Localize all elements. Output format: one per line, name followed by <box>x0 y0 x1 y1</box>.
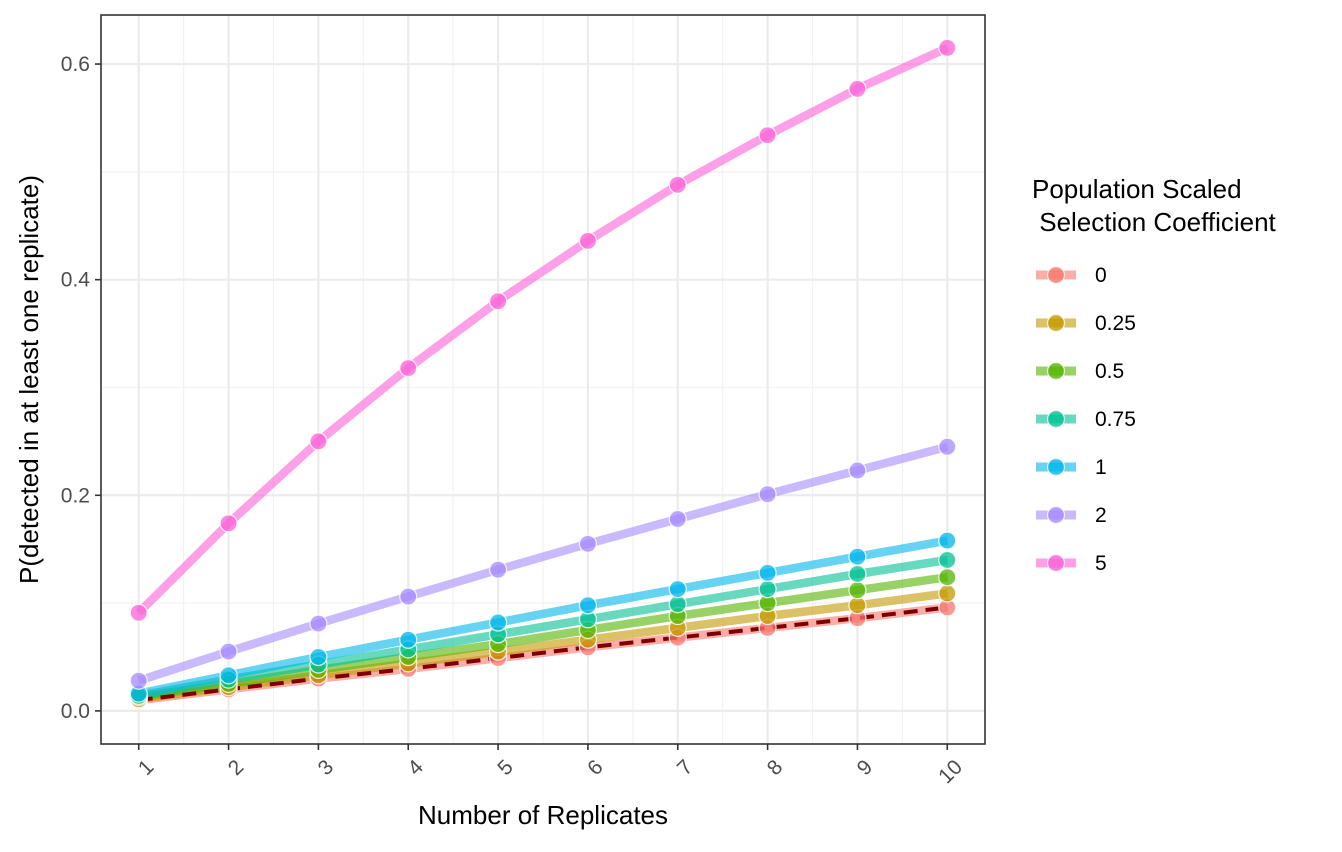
legend-label-1: 1 <box>1095 456 1107 479</box>
x-tick-label: 8 <box>763 755 788 780</box>
data-point-2 <box>219 642 238 661</box>
data-point-2 <box>758 485 777 504</box>
series-points <box>129 38 957 710</box>
legend-label-0.75: 0.75 <box>1095 408 1136 431</box>
data-point-1 <box>309 647 328 667</box>
x-tick-label: 3 <box>314 755 339 780</box>
data-point-2 <box>399 587 418 606</box>
data-point-5 <box>578 231 598 251</box>
data-point-5 <box>309 432 328 451</box>
legend-key-point-0.5 <box>1046 361 1066 381</box>
data-point-0.5 <box>848 581 867 600</box>
x-tick-label: 7 <box>673 755 698 780</box>
data-point-5 <box>758 126 777 145</box>
data-point-0.25 <box>938 584 957 603</box>
panel-border <box>100 14 986 745</box>
legend-key-point-0 <box>1046 265 1066 285</box>
legend-key-point-0.25 <box>1046 313 1066 333</box>
data-point-5 <box>129 603 148 622</box>
x-tick-label: 1 <box>134 755 159 780</box>
data-point-1 <box>578 596 598 615</box>
series-line-0.75 <box>137 555 948 700</box>
legend-key-point-1 <box>1046 457 1066 477</box>
data-point-5 <box>488 292 508 311</box>
data-point-0.5 <box>938 568 957 587</box>
data-point-5 <box>399 358 418 378</box>
data-point-1 <box>488 613 508 632</box>
legend-key-point-2 <box>1046 505 1066 525</box>
legend-label-5: 5 <box>1095 552 1107 575</box>
x-tick-label: 9 <box>853 755 878 780</box>
x-tick-label: 2 <box>224 755 249 780</box>
reference-line <box>138 605 948 703</box>
data-point-2 <box>668 509 687 529</box>
data-point-2 <box>488 560 508 579</box>
data-point-5 <box>668 175 687 194</box>
data-point-5 <box>938 38 957 58</box>
data-point-1 <box>219 666 238 685</box>
data-point-2 <box>578 534 598 553</box>
legend-label-0: 0 <box>1095 264 1107 287</box>
data-point-5 <box>219 514 238 533</box>
x-tick-label: 5 <box>493 755 518 780</box>
legend: Population Scaled Selection Coefficient … <box>1032 174 1277 575</box>
legend-title-line-1: Population Scaled <box>1032 174 1242 204</box>
x-tick-label: 4 <box>403 755 428 780</box>
series-line-0.5 <box>138 572 948 702</box>
series-line-1 <box>137 536 949 698</box>
data-point-5 <box>848 79 867 98</box>
legend-label-0.5: 0.5 <box>1095 360 1124 383</box>
data-point-1 <box>938 531 957 550</box>
data-point-2 <box>309 614 328 633</box>
legend-label-0.25: 0.25 <box>1095 312 1136 335</box>
data-point-0.75 <box>848 564 867 584</box>
x-tick-label: 10 <box>934 755 967 788</box>
data-point-1 <box>758 563 777 583</box>
series-line-2 <box>137 442 949 685</box>
series-line-5 <box>135 44 950 616</box>
x-tick-label: 6 <box>583 755 608 780</box>
legend-title-line-2: Selection Coefficient <box>1032 207 1277 237</box>
data-point-1 <box>668 579 687 599</box>
y-tick-label: 0.2 <box>61 484 90 507</box>
reference-dashed-line <box>138 605 948 703</box>
legend-label-2: 2 <box>1095 504 1107 527</box>
y-tick-label: 0.4 <box>61 269 91 292</box>
data-point-2 <box>938 437 957 456</box>
data-point-1 <box>848 547 867 566</box>
data-point-2 <box>848 461 867 480</box>
x-axis-title: Number of Replicates <box>418 800 668 830</box>
y-tick-label: 0.0 <box>61 700 90 723</box>
y-axis-title: P(detected in at least one replicate) <box>14 175 44 584</box>
legend-key-point-5 <box>1046 553 1066 573</box>
data-point-0.75 <box>758 579 777 599</box>
y-tick-label: 0.6 <box>61 53 90 76</box>
data-point-1 <box>399 630 418 649</box>
data-point-2 <box>129 671 148 690</box>
data-point-0.75 <box>938 550 957 570</box>
legend-key-point-0.75 <box>1046 409 1066 429</box>
